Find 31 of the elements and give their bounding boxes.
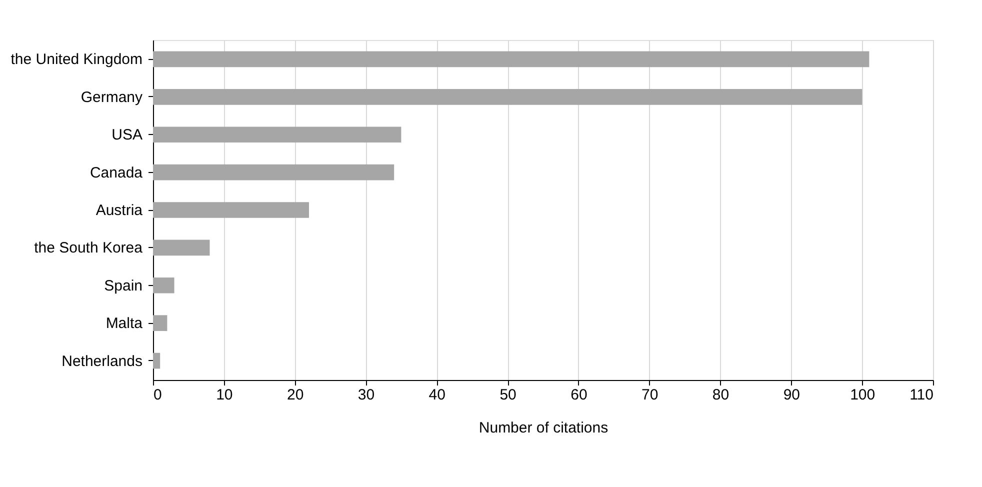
x-tick-label: 50 — [500, 386, 516, 404]
x-tick-label: 40 — [428, 386, 446, 404]
bar — [153, 89, 862, 105]
y-tick-label: the South Korea — [34, 240, 144, 257]
x-axis-title: Number of citations — [478, 420, 608, 436]
y-tick-label: Spain — [104, 277, 142, 294]
x-tick-label: 110 — [910, 386, 934, 404]
y-tick-label: Germany — [80, 88, 143, 106]
bar — [153, 315, 168, 331]
x-tick-label: 30 — [358, 386, 375, 404]
x-tick-label: 10 — [216, 386, 233, 404]
y-tick-label: Netherlands — [62, 352, 142, 370]
bar — [153, 202, 309, 218]
bar — [153, 240, 210, 256]
x-tick-label: 0 — [154, 386, 162, 404]
bar — [153, 51, 870, 68]
y-tick-label: USA — [112, 126, 142, 144]
y-tick-label: Canada — [90, 164, 144, 182]
x-tick-label: 70 — [642, 386, 658, 404]
x-tick-label: 90 — [783, 386, 800, 404]
bar — [153, 126, 402, 143]
x-tick-label: 20 — [286, 386, 304, 404]
x-tick-label: 100 — [850, 386, 876, 404]
bar — [153, 352, 160, 369]
y-tick-label: Austria — [96, 202, 144, 219]
bar — [153, 164, 394, 180]
x-tick-label: 80 — [712, 386, 730, 404]
y-tick-label: the United Kingdom — [10, 51, 142, 68]
bar — [153, 277, 174, 294]
y-tick-label: Malta — [106, 315, 144, 332]
x-tick-label: 60 — [570, 386, 588, 404]
